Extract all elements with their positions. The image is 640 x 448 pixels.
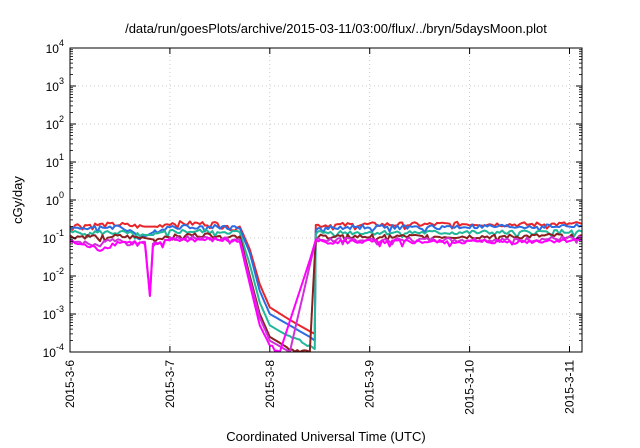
x-tick-label: 2015-3-8 (263, 360, 277, 408)
y-tick-label: 10-1 (43, 228, 64, 246)
chart-title: /data/run/goesPlots/archive/2015-03-11/0… (125, 21, 547, 36)
grid (70, 48, 582, 352)
x-tick-label: 2015-3-9 (363, 360, 377, 408)
ticks: 10-4 10-3 10-2 10-1 100 101 102 103 104 2015-3-6 2… (43, 38, 582, 415)
y-tick-label: 10-2 (43, 266, 64, 284)
y-tick-label: 100 (46, 190, 64, 208)
y-tick-label: 10-3 (43, 304, 64, 322)
y-tick-label: 102 (46, 114, 64, 132)
y-tick-label: 104 (46, 38, 64, 56)
x-axis-label: Coordinated Universal Time (UTC) (226, 429, 425, 444)
series-line (70, 232, 582, 352)
series-layer (70, 220, 582, 352)
y-tick-label: 101 (46, 152, 64, 170)
y-tick-label: 103 (46, 76, 64, 94)
x-tick-label: 2015-3-11 (563, 360, 577, 414)
x-tick-label: 2015-3-10 (463, 360, 477, 415)
x-tick-label: 2015-3-7 (163, 360, 177, 408)
y-axis-label: cGy/day (10, 176, 25, 224)
series-line (70, 228, 582, 350)
series-line (70, 236, 582, 352)
x-tick-label: 2015-3-6 (63, 360, 77, 408)
y-tick-label: 10-4 (43, 342, 64, 360)
